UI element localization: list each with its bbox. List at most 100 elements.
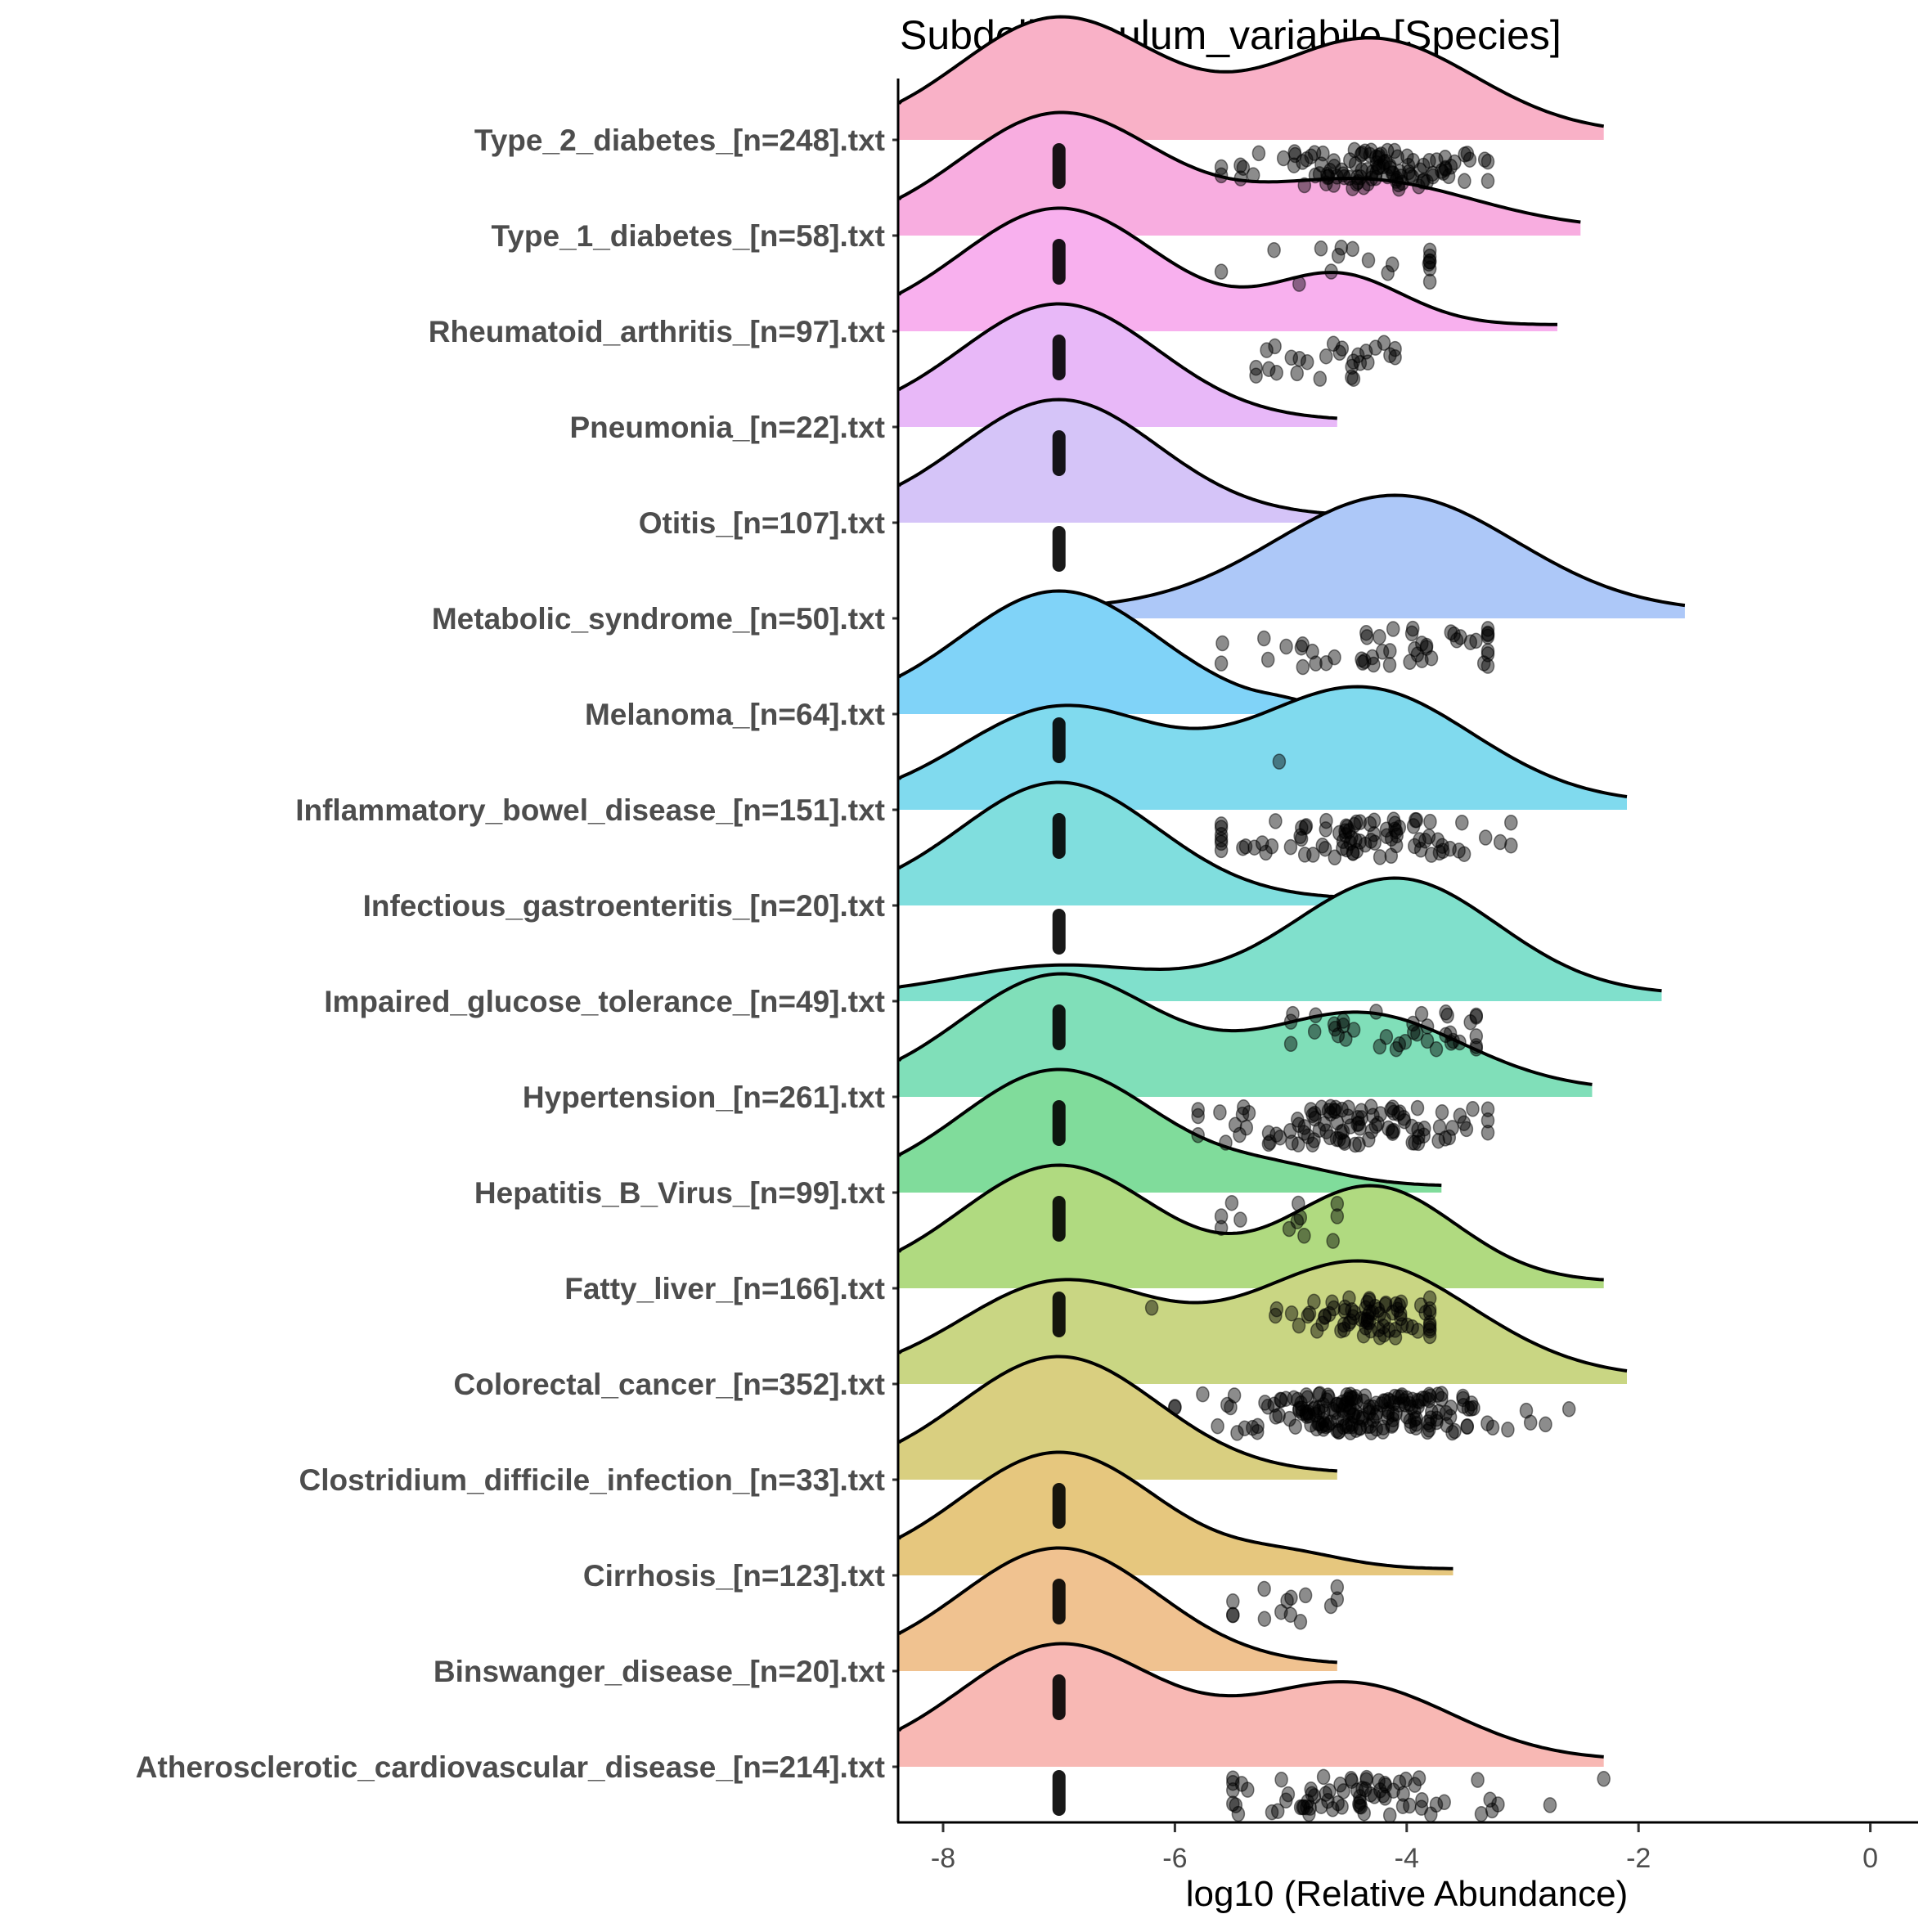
data-point xyxy=(1319,821,1333,838)
density-cloud xyxy=(896,878,1662,1001)
data-point xyxy=(1403,1797,1417,1814)
data-point xyxy=(1432,1119,1447,1135)
data-point xyxy=(1400,1390,1414,1407)
data-point xyxy=(1334,239,1349,256)
data-point xyxy=(1423,1388,1437,1405)
data-point xyxy=(1251,145,1266,162)
data-point xyxy=(1403,1413,1418,1429)
data-point xyxy=(1214,1220,1229,1236)
data-point xyxy=(1305,643,1319,660)
data-point xyxy=(1336,1013,1350,1029)
density-cloud xyxy=(896,303,1337,427)
data-point xyxy=(1296,636,1310,653)
data-point xyxy=(1267,241,1281,258)
x-axis-label: log10 (Relative Abundance) xyxy=(1186,1874,1629,1914)
data-point xyxy=(1382,1807,1397,1824)
data-point xyxy=(1455,814,1469,831)
data-point xyxy=(1480,646,1495,663)
data-point xyxy=(1369,164,1383,181)
x-tick-label: -4 xyxy=(1395,1843,1419,1874)
data-point xyxy=(1283,1013,1298,1030)
density-outline xyxy=(897,1642,1604,1759)
data-point xyxy=(1373,1038,1387,1055)
density-outline xyxy=(897,110,1581,224)
data-point xyxy=(1398,1033,1413,1050)
zero-value-points xyxy=(1052,1579,1066,1624)
zero-value-points xyxy=(1052,335,1066,380)
data-point xyxy=(1501,1422,1515,1438)
data-point xyxy=(1268,338,1282,355)
data-point xyxy=(1328,849,1342,866)
data-point xyxy=(1283,1606,1298,1623)
data-point xyxy=(1411,1134,1426,1152)
data-point xyxy=(1259,844,1273,861)
data-point xyxy=(1406,1015,1420,1032)
y-axis-labels: Type_2_diabetes_[n=248].txt Type_1_diabet… xyxy=(136,124,897,1784)
y-tick-label: Atherosclerotic_cardiovascular_disease_[… xyxy=(136,1750,885,1784)
density-outline xyxy=(897,1259,1628,1373)
data-point xyxy=(1319,654,1333,672)
data-point xyxy=(1444,1035,1458,1051)
data-point xyxy=(1318,840,1332,857)
data-point xyxy=(1238,1420,1251,1436)
data-point xyxy=(1312,1400,1326,1416)
density-cloud xyxy=(896,782,1337,905)
data-point xyxy=(1363,815,1377,833)
data-point xyxy=(1307,1788,1322,1804)
y-tick-label: Type_1_diabetes_[n=58].txt xyxy=(491,219,885,253)
data-point xyxy=(1491,1796,1505,1813)
data-point xyxy=(1452,842,1466,859)
data-point xyxy=(1356,1327,1371,1344)
data-point xyxy=(1224,1194,1239,1211)
data-point xyxy=(1313,371,1328,387)
data-point xyxy=(1214,1208,1229,1224)
data-point xyxy=(1297,847,1312,863)
density-cloud xyxy=(896,591,1361,714)
data-point xyxy=(1449,632,1464,649)
data-point xyxy=(1368,834,1382,851)
data-point xyxy=(1316,1768,1331,1786)
y-tick-label: Inflammatory_bowel_disease_[n=151].txt xyxy=(295,793,885,827)
data-point xyxy=(1410,646,1425,663)
data-point xyxy=(1330,1579,1345,1596)
data-point xyxy=(1326,1801,1340,1817)
data-point xyxy=(1249,367,1263,384)
data-point xyxy=(1293,1614,1308,1630)
data-point xyxy=(1359,1772,1373,1788)
data-point xyxy=(1291,1112,1305,1128)
data-point xyxy=(1327,159,1341,175)
data-point xyxy=(1237,1099,1251,1116)
data-point xyxy=(1298,819,1313,836)
data-point xyxy=(1326,1233,1340,1249)
y-tick-label: Rheumatoid_arthritis_[n=97].txt xyxy=(429,315,885,348)
data-point xyxy=(1480,173,1495,189)
density-outline xyxy=(897,1067,1442,1188)
data-point xyxy=(1283,1036,1298,1053)
data-point xyxy=(1250,1423,1265,1440)
data-point xyxy=(1323,1783,1337,1799)
data-point xyxy=(1440,1007,1454,1024)
data-point xyxy=(1303,1799,1317,1816)
data-point xyxy=(1321,1103,1336,1119)
data-point xyxy=(1215,635,1229,652)
data-point xyxy=(1343,152,1357,168)
density-cloud xyxy=(896,16,1604,140)
data-point xyxy=(1422,1301,1437,1318)
data-point xyxy=(1323,1305,1337,1323)
data-point xyxy=(1372,1772,1386,1790)
data-point xyxy=(1226,1606,1240,1624)
data-point xyxy=(1283,838,1298,856)
zero-value-points xyxy=(1052,239,1066,285)
data-point xyxy=(1214,159,1229,176)
data-point xyxy=(1460,1418,1475,1435)
data-point xyxy=(1410,1099,1425,1117)
data-point xyxy=(1330,1591,1345,1607)
data-point xyxy=(1298,1587,1313,1604)
data-point xyxy=(1378,1296,1393,1314)
data-point xyxy=(1412,1770,1427,1786)
data-point xyxy=(1415,1391,1430,1407)
y-tick-label: Type_2_diabetes_[n=248].txt xyxy=(474,124,885,157)
data-point xyxy=(1290,1213,1305,1229)
data-point xyxy=(1276,150,1291,167)
data-point xyxy=(1435,1104,1449,1121)
